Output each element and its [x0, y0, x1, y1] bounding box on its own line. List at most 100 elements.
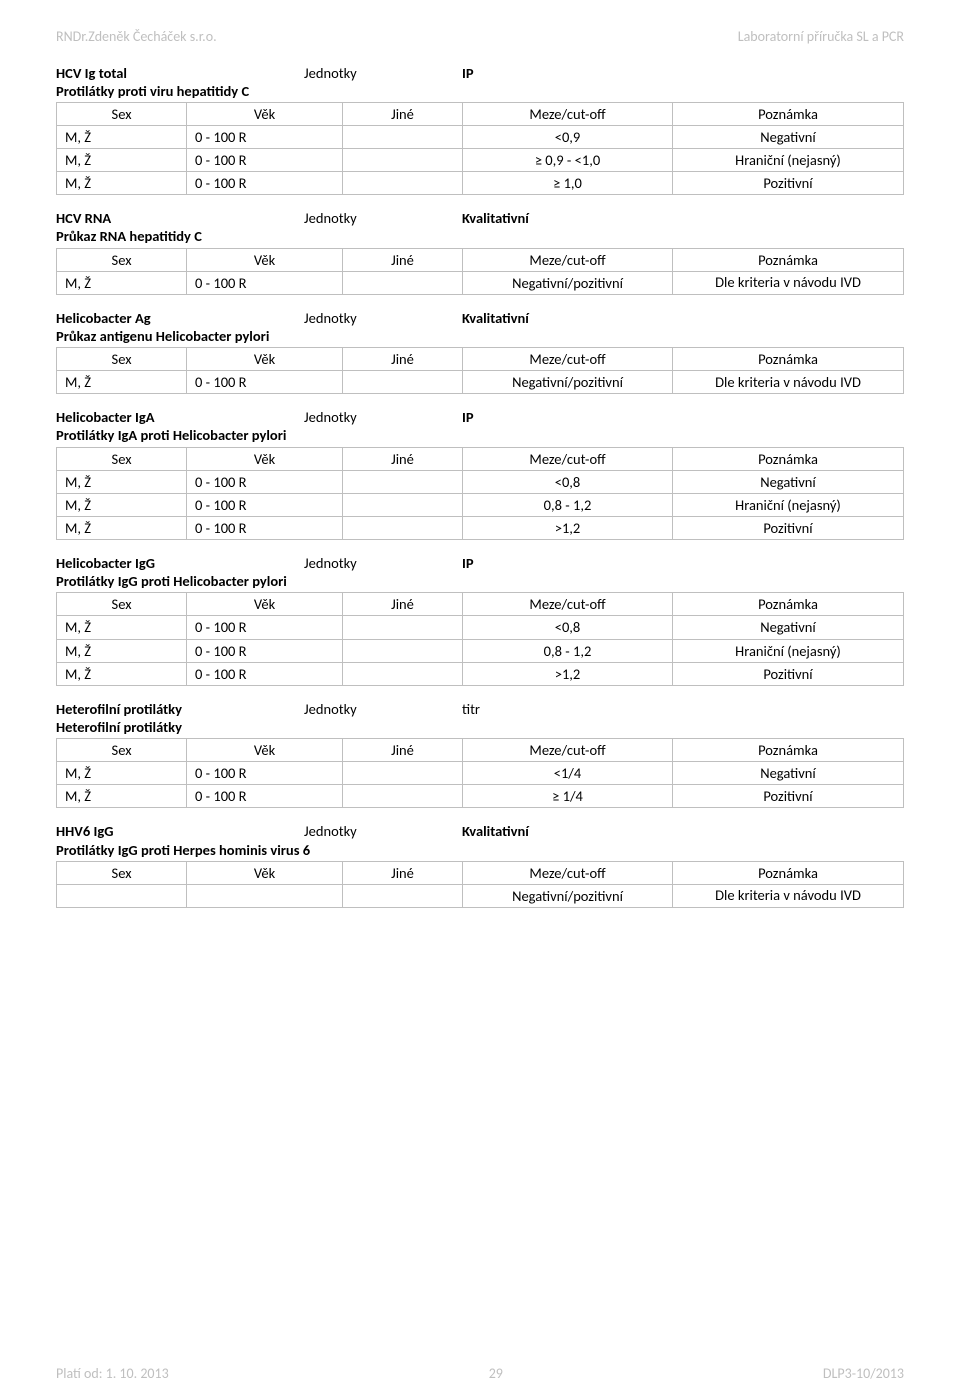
cell: M, Ž	[57, 470, 187, 493]
units-value: Kvalitativní	[462, 309, 529, 327]
section-subtitle: Průkaz antigenu Helicobacter pylori	[56, 327, 356, 345]
cell: Dle kriteria v návodu IVD	[673, 884, 904, 907]
section-header: Helicobacter IgAJednotkyIP	[56, 408, 904, 426]
cell: M, Ž	[57, 662, 187, 685]
cell: 0 - 100 R	[187, 616, 343, 639]
table-row: M, Ž0 - 100 R<1/4Negativní	[57, 762, 904, 785]
header-right: Laboratorní příručka SL a PCR	[738, 28, 904, 46]
col-header: Poznámka	[673, 739, 904, 762]
col-header: Meze/cut-off	[463, 348, 673, 371]
cell	[343, 516, 463, 539]
cell: Negativní	[673, 470, 904, 493]
section-title: Heterofilní protilátky	[56, 700, 304, 718]
col-header: Meze/cut-off	[463, 447, 673, 470]
footer-right: DLP3-10/2013	[823, 1365, 904, 1383]
cell: 0 - 100 R	[187, 149, 343, 172]
cell: 0 - 100 R	[187, 493, 343, 516]
col-header: Věk	[187, 348, 343, 371]
section-title: HCV Ig total	[56, 64, 304, 82]
table-row: M, Ž0 - 100 RNegativní/pozitivníDle krit…	[57, 271, 904, 294]
col-header: Věk	[187, 447, 343, 470]
table-row: M, Ž0 - 100 R>1,2Pozitivní	[57, 662, 904, 685]
table-row: Negativní/pozitivníDle kriteria v návodu…	[57, 884, 904, 907]
data-table: SexVěkJinéMeze/cut-offPoznámkaM, Ž0 - 10…	[56, 447, 904, 541]
section-header: Helicobacter AgJednotkyKvalitativní	[56, 309, 904, 327]
cell: 0 - 100 R	[187, 785, 343, 808]
col-header: Sex	[57, 102, 187, 125]
units-value: Kvalitativní	[462, 209, 529, 227]
cell	[343, 616, 463, 639]
cell: ≥ 1,0	[463, 172, 673, 195]
cell: M, Ž	[57, 762, 187, 785]
col-header: Jiné	[343, 102, 463, 125]
col-header: Jiné	[343, 348, 463, 371]
units-value: Kvalitativní	[462, 822, 529, 840]
table-row: M, Ž0 - 100 RNegativní/pozitivníDle krit…	[57, 371, 904, 394]
cell: Pozitivní	[673, 785, 904, 808]
col-header: Sex	[57, 593, 187, 616]
cell	[343, 271, 463, 294]
cell: Dle kriteria v návodu IVD	[673, 271, 904, 294]
cell: M, Ž	[57, 149, 187, 172]
cell	[57, 884, 187, 907]
cell: 0 - 100 R	[187, 762, 343, 785]
data-table: SexVěkJinéMeze/cut-offPoznámkaM, Ž0 - 10…	[56, 347, 904, 394]
cell	[187, 884, 343, 907]
cell: M, Ž	[57, 493, 187, 516]
cell: Dle kriteria v návodu IVD	[673, 371, 904, 394]
col-header: Meze/cut-off	[463, 102, 673, 125]
section-subtitle: Protilátky proti viru hepatitidy C	[56, 82, 356, 100]
cell: 0 - 100 R	[187, 125, 343, 148]
section-header: HHV6 IgGJednotkyKvalitativní	[56, 822, 904, 840]
col-header: Sex	[57, 348, 187, 371]
col-header: Jiné	[343, 739, 463, 762]
cell: >1,2	[463, 662, 673, 685]
col-header: Poznámka	[673, 348, 904, 371]
cell: <0,8	[463, 616, 673, 639]
col-header: Poznámka	[673, 102, 904, 125]
cell: Negativní	[673, 762, 904, 785]
cell: M, Ž	[57, 639, 187, 662]
cell: 0,8 - 1,2	[463, 639, 673, 662]
section-header: HCV Ig totalJednotkyIP	[56, 64, 904, 82]
cell: 0,8 - 1,2	[463, 493, 673, 516]
cell	[343, 762, 463, 785]
cell: Pozitivní	[673, 662, 904, 685]
table-row: M, Ž0 - 100 R0,8 - 1,2Hraniční (nejasný)	[57, 639, 904, 662]
col-header: Věk	[187, 248, 343, 271]
page-header: RNDr.Zdeněk Čecháček s.r.o. Laboratorní …	[56, 28, 904, 46]
cell: <0,8	[463, 470, 673, 493]
units-label: Jednotky	[304, 700, 462, 718]
section-title: Helicobacter Ag	[56, 309, 304, 327]
cell: M, Ž	[57, 271, 187, 294]
units-label: Jednotky	[304, 408, 462, 426]
cell: M, Ž	[57, 125, 187, 148]
cell: M, Ž	[57, 172, 187, 195]
cell: 0 - 100 R	[187, 371, 343, 394]
cell: Hraniční (nejasný)	[673, 639, 904, 662]
section-subtitle: Průkaz RNA hepatitidy C	[56, 227, 356, 245]
section-subtitle: Heterofilní protilátky	[56, 718, 356, 736]
col-header: Věk	[187, 593, 343, 616]
table-row: M, Ž0 - 100 R<0,8Negativní	[57, 470, 904, 493]
col-header: Jiné	[343, 248, 463, 271]
col-header: Meze/cut-off	[463, 593, 673, 616]
cell	[343, 125, 463, 148]
cell: <0,9	[463, 125, 673, 148]
col-header: Meze/cut-off	[463, 248, 673, 271]
col-header: Poznámka	[673, 447, 904, 470]
table-row: M, Ž0 - 100 R>1,2Pozitivní	[57, 516, 904, 539]
col-header: Jiné	[343, 447, 463, 470]
table-row: M, Ž0 - 100 R<0,8Negativní	[57, 616, 904, 639]
cell: Negativní	[673, 125, 904, 148]
section-header: Heterofilní protilátkyJednotkytitr	[56, 700, 904, 718]
table-row: M, Ž0 - 100 R <0,9Negativní	[57, 125, 904, 148]
col-header: Jiné	[343, 861, 463, 884]
col-header: Sex	[57, 447, 187, 470]
col-header: Jiné	[343, 593, 463, 616]
cell: Negativní/pozitivní	[463, 884, 673, 907]
cell: M, Ž	[57, 371, 187, 394]
section-title: Helicobacter IgG	[56, 554, 304, 572]
units-label: Jednotky	[304, 309, 462, 327]
col-header: Věk	[187, 739, 343, 762]
